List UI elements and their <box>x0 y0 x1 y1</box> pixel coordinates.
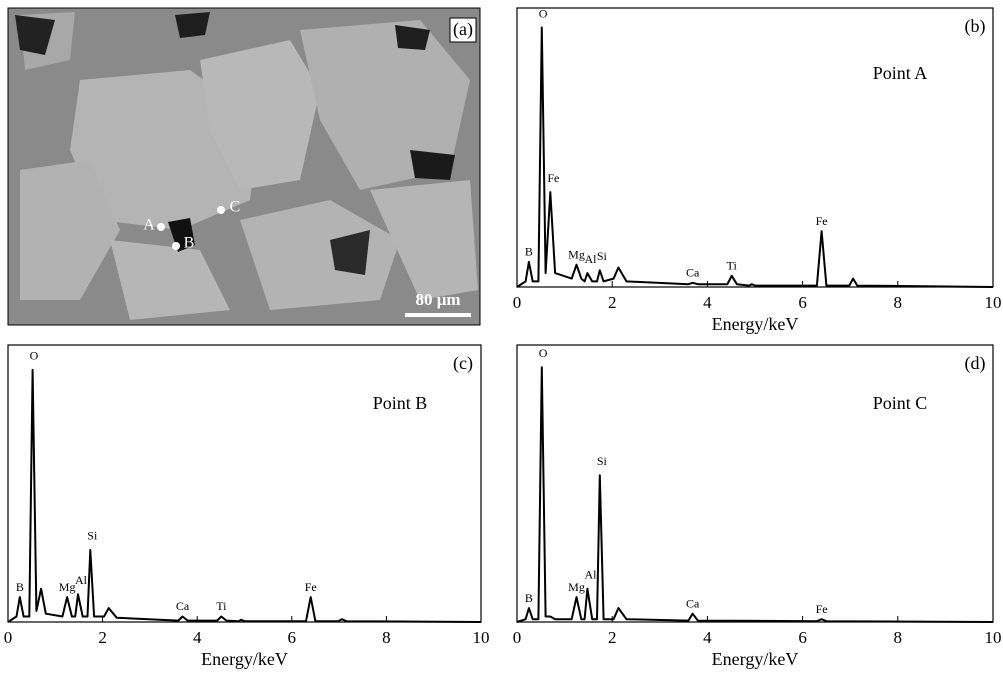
pore <box>410 150 455 180</box>
peak-label: Fe <box>816 214 828 228</box>
peak-label: Ca <box>176 599 190 613</box>
x-axis-label: Energy/keV <box>712 314 799 334</box>
plot-frame <box>516 344 994 623</box>
x-tick-label: 0 <box>4 628 13 647</box>
peak-label: B <box>525 245 533 259</box>
peak-label: Si <box>597 454 608 468</box>
peak-label: Ca <box>686 266 700 280</box>
point-marker <box>172 242 180 250</box>
x-tick-label: 0 <box>513 628 522 647</box>
x-tick-label: 4 <box>703 293 712 312</box>
point-label: C <box>230 199 241 216</box>
peak-label: O <box>539 346 548 360</box>
x-tick-label: 10 <box>985 293 1002 312</box>
x-tick-label: 10 <box>985 628 1002 647</box>
panel-tag: (c) <box>453 353 473 374</box>
panel-tag: (d) <box>965 353 986 374</box>
x-tick-label: 8 <box>382 628 391 647</box>
peak-label: Fe <box>816 602 828 616</box>
x-tick-label: 2 <box>98 628 107 647</box>
panel-tag: (a) <box>453 19 473 40</box>
point-marker <box>217 206 225 214</box>
sem-image: (a) A B C 80 μm <box>7 7 481 326</box>
x-tick-label: 0 <box>513 293 522 312</box>
x-tick-label: 4 <box>703 628 712 647</box>
x-tick-label: 10 <box>473 628 490 647</box>
peak-label: Al <box>75 573 88 587</box>
peak-label: Ti <box>216 599 227 613</box>
pore <box>168 218 195 252</box>
peak-label: Al <box>584 568 597 582</box>
grain <box>200 40 320 190</box>
grain <box>20 160 120 300</box>
chart-title: Point C <box>873 393 928 413</box>
x-tick-label: 6 <box>288 628 297 647</box>
panel-tag: (b) <box>965 16 986 37</box>
peak-label: Mg <box>59 580 76 594</box>
tag-box <box>449 17 477 43</box>
peak-label: Mg <box>568 247 585 261</box>
spectrum-line <box>7 368 482 623</box>
peak-label: B <box>16 580 24 594</box>
peak-label: Si <box>597 249 608 263</box>
peak-label: O <box>30 349 39 363</box>
peak-label: Fe <box>305 580 317 594</box>
x-axis-label: Energy/keV <box>712 649 799 669</box>
chart-title: Point A <box>873 63 928 83</box>
x-tick-label: 4 <box>193 628 202 647</box>
x-tick-label: 2 <box>608 293 617 312</box>
chart-title: Point B <box>373 393 428 413</box>
peak-label: B <box>525 591 533 605</box>
peak-label: O <box>539 6 548 20</box>
spectrum-line <box>516 26 994 288</box>
grain <box>300 20 470 190</box>
x-tick-label: 2 <box>608 628 617 647</box>
pore <box>330 230 370 275</box>
peak-label: Fe <box>547 171 559 185</box>
grain <box>370 180 478 300</box>
peak-label: Ca <box>686 596 700 610</box>
x-tick-label: 8 <box>894 628 903 647</box>
scale-bar <box>405 313 471 317</box>
pore <box>15 15 55 55</box>
point-marker <box>157 223 165 231</box>
point-label: B <box>184 235 195 252</box>
spectrum-line <box>516 366 994 623</box>
grain <box>240 200 400 310</box>
x-tick-label: 6 <box>798 293 807 312</box>
peak-label: Mg <box>568 580 585 594</box>
x-axis-label: Energy/keV <box>201 649 288 669</box>
x-tick-label: 8 <box>894 293 903 312</box>
point-label: A <box>143 217 155 234</box>
pore <box>395 25 430 50</box>
scale-bar-label: 80 μm <box>415 290 460 309</box>
pore <box>175 12 210 38</box>
grain <box>110 240 230 320</box>
peak-label: Al <box>584 252 597 266</box>
peak-label: Ti <box>727 259 738 273</box>
x-tick-label: 6 <box>798 628 807 647</box>
plot-frame <box>516 7 994 288</box>
peak-label: Si <box>87 529 98 543</box>
